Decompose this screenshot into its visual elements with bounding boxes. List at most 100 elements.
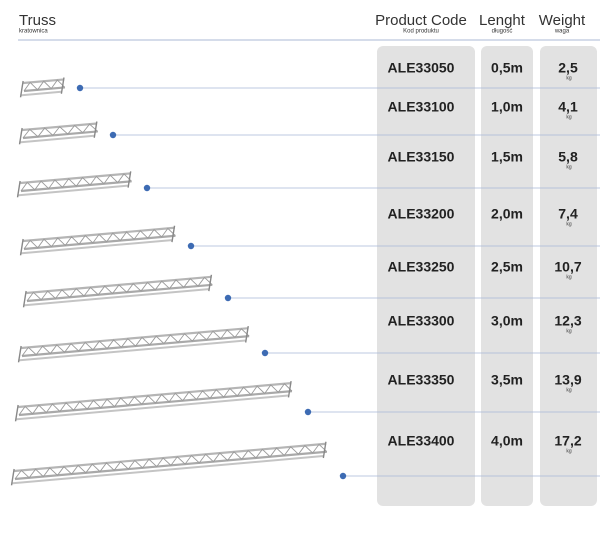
truss-tube	[23, 234, 176, 251]
truss-tube	[19, 134, 95, 144]
truss-brace	[18, 383, 293, 416]
length: 3,5m	[491, 372, 523, 388]
weight: 12,3	[554, 313, 581, 329]
product-code: ALE33300	[388, 313, 455, 329]
weight-unit: kg	[566, 114, 572, 120]
header-title: Truss	[19, 12, 56, 29]
truss-brace	[20, 173, 132, 192]
truss	[16, 171, 132, 198]
truss-tube	[18, 382, 292, 409]
truss-end	[60, 77, 65, 94]
length: 2,0m	[491, 206, 523, 222]
truss-brace	[23, 79, 66, 92]
product-code: ALE33400	[388, 433, 455, 449]
truss-tube	[22, 130, 98, 140]
truss	[17, 326, 250, 363]
truss-tube	[20, 90, 62, 97]
truss-end	[171, 225, 176, 243]
truss-end	[10, 468, 15, 486]
truss-end	[18, 127, 23, 145]
header-title: Product Code	[375, 12, 467, 29]
weight-unit: kg	[566, 274, 572, 280]
weight-unit: kg	[566, 328, 572, 334]
length: 2,5m	[491, 259, 523, 275]
truss-brace	[14, 443, 328, 480]
length: 1,0m	[491, 99, 523, 115]
row-dot	[76, 84, 84, 92]
row-dot	[143, 184, 151, 192]
weight-unit: kg	[566, 221, 572, 227]
truss	[19, 225, 176, 256]
truss-brace	[26, 276, 213, 302]
weight-unit: kg	[566, 448, 572, 454]
row-dot	[339, 472, 347, 480]
truss-end	[22, 290, 27, 308]
truss-end	[93, 121, 98, 138]
truss-brace	[22, 123, 99, 139]
product-code: ALE33350	[388, 372, 455, 388]
truss-end	[208, 274, 213, 292]
length: 0,5m	[491, 60, 523, 76]
header-title: Weight	[539, 12, 586, 29]
header-title: Lenght	[479, 12, 526, 29]
truss-brace	[23, 227, 176, 250]
weight: 2,5	[558, 60, 578, 76]
truss-tube	[17, 184, 129, 197]
product-code: ALE33100	[388, 99, 455, 115]
truss-tube	[23, 288, 209, 307]
row-dot	[187, 242, 195, 250]
truss	[14, 381, 293, 422]
weight: 4,1	[558, 99, 578, 115]
truss-end	[14, 404, 19, 422]
weight-unit: kg	[566, 75, 572, 81]
truss-tube	[11, 455, 324, 485]
weight: 7,4	[558, 206, 578, 222]
header-subtitle: kratownica	[19, 29, 48, 35]
truss	[18, 121, 99, 145]
truss-brace	[21, 328, 250, 357]
length: 3,0m	[491, 313, 523, 329]
row-dot	[304, 408, 312, 416]
row-dot	[109, 131, 117, 139]
weight-unit: kg	[566, 164, 572, 170]
weight-column	[540, 46, 597, 506]
weight: 10,7	[554, 259, 581, 275]
truss	[10, 441, 328, 486]
row-dot	[224, 294, 232, 302]
weight: 5,8	[558, 149, 578, 165]
header-subtitle: Kod produktu	[403, 29, 439, 35]
truss-tube	[20, 239, 172, 255]
product-code: ALE33200	[388, 206, 455, 222]
truss-tube	[15, 394, 289, 421]
truss-end	[244, 326, 249, 343]
truss-end	[19, 80, 24, 98]
truss-end	[127, 171, 132, 188]
truss-tube	[20, 172, 131, 185]
truss-end	[16, 180, 21, 198]
truss-end	[322, 441, 327, 459]
truss	[19, 77, 66, 98]
header-subtitle: długość	[492, 29, 513, 35]
truss-end	[287, 381, 292, 398]
truss-tube	[14, 442, 327, 473]
truss	[22, 274, 213, 308]
code-column	[377, 46, 475, 506]
truss-end	[19, 238, 24, 256]
product-code: ALE33250	[388, 259, 455, 275]
truss-tube	[18, 339, 246, 362]
product-code: ALE33150	[388, 149, 455, 165]
weight: 13,9	[554, 372, 581, 388]
length-column	[481, 46, 533, 506]
truss-tube	[26, 283, 213, 303]
truss-tube	[21, 327, 249, 350]
length: 4,0m	[491, 433, 523, 449]
truss-end	[17, 345, 22, 363]
header-subtitle: waga	[554, 29, 570, 35]
length: 1,5m	[491, 149, 523, 165]
weight: 17,2	[554, 433, 581, 449]
row-dot	[261, 349, 269, 357]
truss-tube	[23, 86, 65, 93]
weight-unit: kg	[566, 387, 572, 393]
product-code: ALE33050	[388, 60, 455, 76]
